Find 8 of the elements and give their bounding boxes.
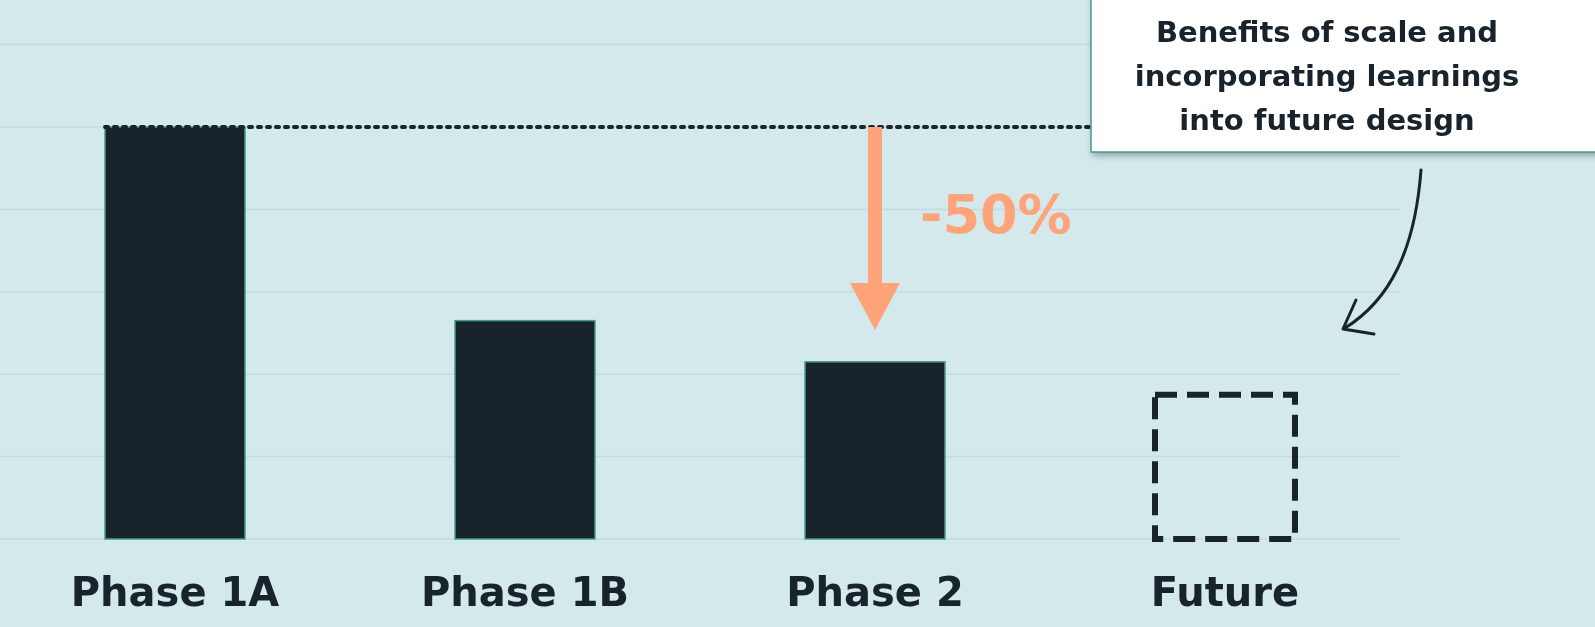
bar: [454, 319, 596, 540]
annotation: Benefits of scale and incorporating learnings into future design: [1134, 15, 1520, 137]
x-tick-label: Phase 2: [786, 569, 964, 615]
x-tick-label: Phase 1A: [70, 569, 280, 615]
bar: [804, 361, 946, 540]
x-tick-label: Future: [1150, 569, 1300, 615]
annotation: -50%: [920, 183, 1072, 246]
x-tick-label: Phase 1B: [421, 569, 629, 615]
